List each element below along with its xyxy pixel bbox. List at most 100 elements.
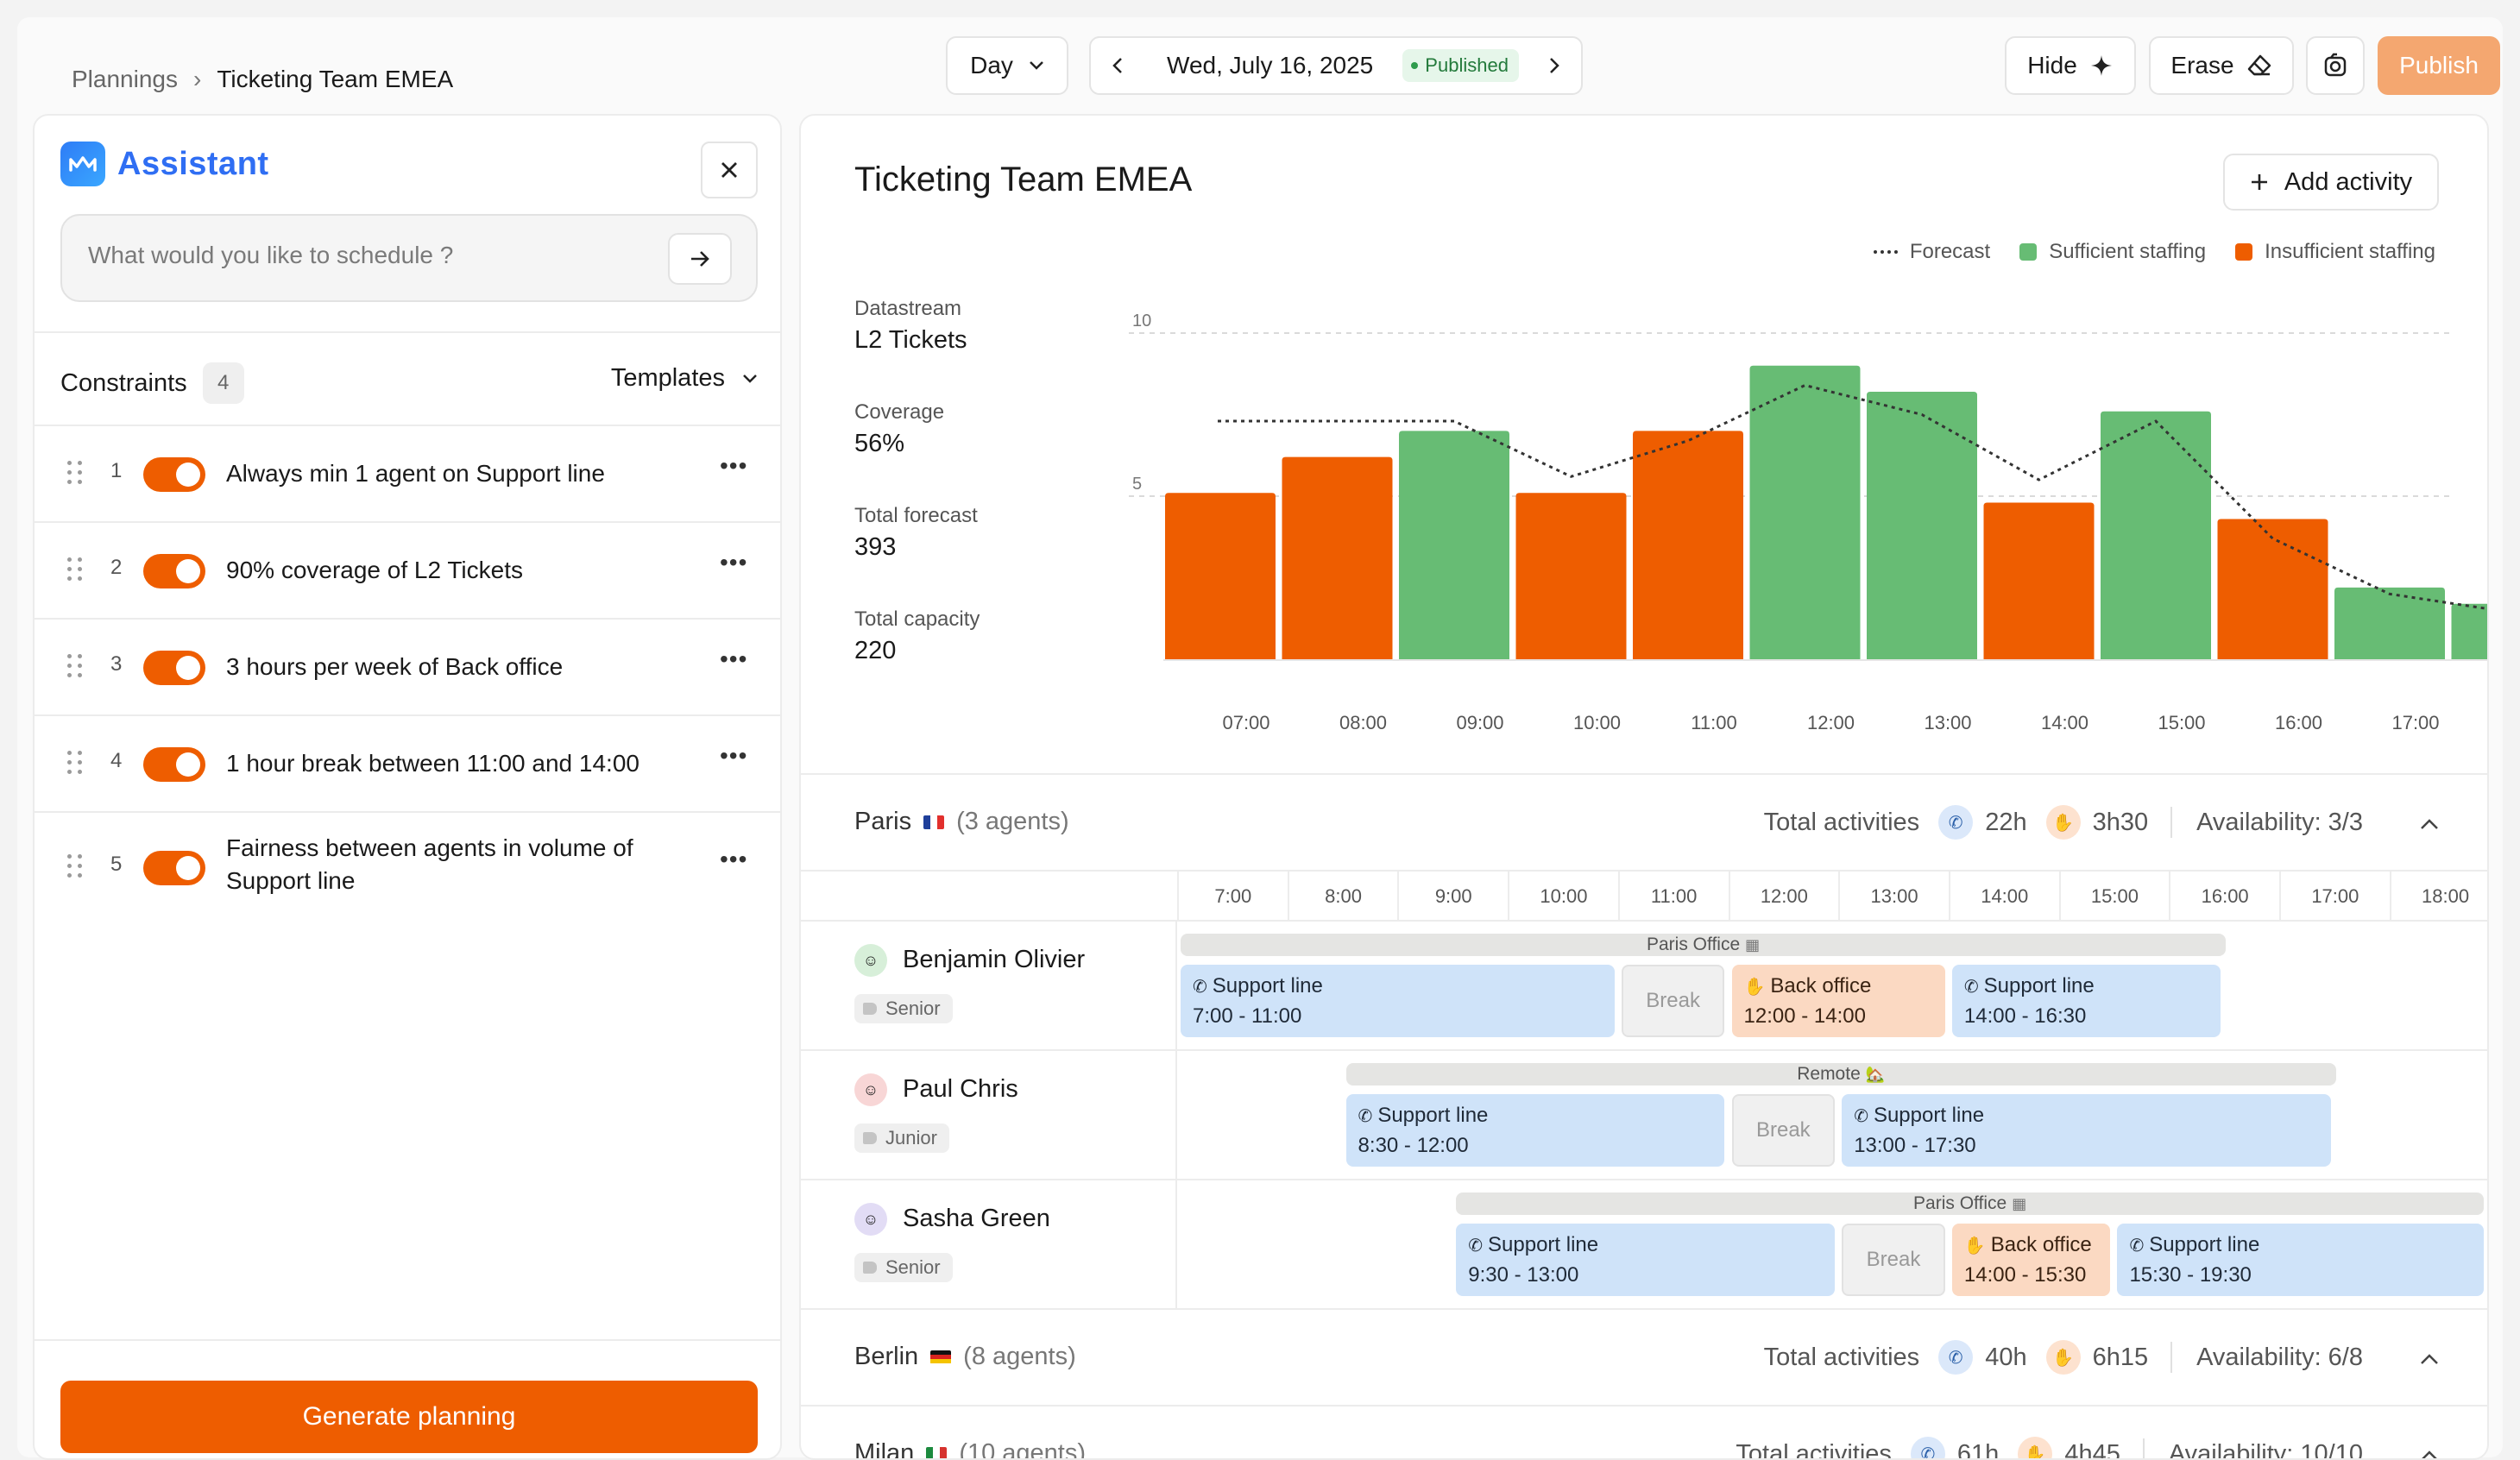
drag-handle-icon[interactable]: [67, 751, 85, 775]
hand-hours: 3h30: [2093, 809, 2149, 837]
break-block[interactable]: Break: [1732, 1094, 1836, 1167]
drag-handle-icon[interactable]: [67, 854, 85, 878]
publish-button[interactable]: Publish: [2378, 36, 2500, 95]
chart-bar[interactable]: [2218, 519, 2328, 659]
add-activity-button[interactable]: Add activity: [2223, 154, 2439, 211]
chart-bar[interactable]: [1399, 431, 1509, 659]
constraint-toggle[interactable]: [143, 457, 205, 492]
hide-button[interactable]: Hide: [2005, 36, 2136, 95]
constraint-toggle[interactable]: [143, 554, 205, 588]
phone-icon: ✆: [1193, 978, 1207, 997]
constraint-toggle[interactable]: [143, 651, 205, 685]
stat-label: Coverage: [854, 400, 1062, 425]
group-header[interactable]: Milan(10 agents)Total activities✆61h✋4h4…: [801, 1405, 2489, 1460]
erase-button-label: Erase: [2170, 52, 2233, 79]
avatar[interactable]: ☺: [854, 1203, 887, 1236]
group-agent-count: (3 agents): [956, 808, 1069, 836]
tag-icon: [863, 1132, 877, 1144]
status-badge-label: Published: [1425, 54, 1509, 77]
chart-bar[interactable]: [1516, 493, 1627, 659]
sync-button[interactable]: [2306, 36, 2365, 95]
breadcrumb-root[interactable]: Plannings: [72, 66, 178, 93]
green-square-icon: [2019, 243, 2037, 261]
agent-name[interactable]: Sasha Green: [903, 1205, 1050, 1233]
erase-button[interactable]: Erase: [2149, 36, 2294, 95]
chart-bar[interactable]: [2101, 412, 2211, 659]
more-options-icon[interactable]: •••: [720, 549, 747, 576]
stat-value: 220: [854, 637, 1062, 665]
x-tick-label: 12:00: [1807, 712, 1855, 733]
constraint-toggle[interactable]: [143, 851, 205, 885]
more-options-icon[interactable]: •••: [720, 846, 747, 873]
break-block[interactable]: Break: [1622, 965, 1725, 1037]
block-time: 13:00 - 17:30: [1854, 1131, 2319, 1161]
avatar[interactable]: ☺: [854, 944, 887, 977]
hand-icon: ✋: [1744, 978, 1766, 997]
agent-name[interactable]: Benjamin Olivier: [903, 946, 1085, 974]
legend-sufficient: Sufficient staffing: [2019, 240, 2206, 264]
next-day-icon[interactable]: [1548, 57, 1560, 74]
office-building-icon: ▦: [2012, 1195, 2026, 1213]
drag-handle-icon[interactable]: [67, 557, 85, 582]
break-block[interactable]: Break: [1842, 1224, 1945, 1296]
assistant-logo-icon: [60, 142, 105, 186]
chart-bar[interactable]: [1984, 503, 2095, 659]
more-options-icon[interactable]: •••: [720, 452, 747, 480]
stat-value: L2 Tickets: [854, 326, 1062, 355]
x-tick-label: 11:00: [1691, 712, 1736, 733]
stat-total-forecast: Total forecast 393: [854, 504, 1062, 562]
send-button[interactable]: [668, 233, 732, 285]
prev-day-icon[interactable]: [1112, 57, 1124, 74]
hand-icon: ✋: [1964, 1237, 1986, 1255]
stat-label: Total capacity: [854, 607, 1062, 632]
chart-bar[interactable]: [2334, 588, 2445, 659]
chart-bar[interactable]: [1282, 457, 1393, 659]
generate-planning-button[interactable]: Generate planning: [60, 1381, 758, 1453]
drag-handle-icon[interactable]: [67, 461, 85, 485]
flag-germany-icon: [930, 1350, 951, 1364]
prompt-input[interactable]: [88, 242, 640, 269]
agent-name[interactable]: Paul Chris: [903, 1075, 1018, 1104]
x-tick-label: 16:00: [2275, 712, 2322, 733]
chart-bar[interactable]: [1750, 366, 1861, 659]
timeline-hour: 16:00: [2169, 872, 2279, 922]
breadcrumb: Plannings › Ticketing Team EMEA: [72, 66, 453, 93]
drag-handle-icon[interactable]: [67, 654, 85, 678]
templates-dropdown[interactable]: Templates: [611, 364, 758, 393]
constraint-toggle[interactable]: [143, 747, 205, 782]
chevron-up-icon[interactable]: [2420, 809, 2439, 836]
constraint-text: 90% coverage of L2 Tickets: [226, 554, 675, 587]
chart-bar[interactable]: [1165, 493, 1276, 659]
group-agent-count: (8 agents): [963, 1343, 1076, 1371]
phone-icon: ✆: [1854, 1107, 1868, 1126]
view-select[interactable]: Day: [946, 36, 1068, 95]
close-icon: [720, 160, 739, 179]
more-options-icon[interactable]: •••: [720, 645, 747, 673]
divider: [2170, 807, 2172, 838]
more-options-icon[interactable]: •••: [720, 742, 747, 770]
avatar[interactable]: ☺: [854, 1073, 887, 1106]
chart-bar[interactable]: [2452, 604, 2490, 659]
group-header[interactable]: Paris(3 agents)Total activities✆22h✋3h30…: [801, 773, 2489, 870]
status-dot-icon: [1411, 62, 1418, 69]
y-tick-label: 5: [1132, 475, 1142, 494]
group-agent-count: (10 agents): [959, 1439, 1086, 1460]
chart-bar[interactable]: [1867, 392, 1977, 659]
x-tick-label: 10:00: [1573, 712, 1621, 733]
constraints-count-badge: 4: [203, 362, 244, 404]
close-button[interactable]: [701, 142, 758, 198]
legend-sufficient-label: Sufficient staffing: [2049, 240, 2206, 264]
chevron-up-icon[interactable]: [2420, 1344, 2439, 1371]
group-header[interactable]: Berlin(8 agents)Total activities✆40h✋6h1…: [801, 1308, 2489, 1405]
chart-bar[interactable]: [1633, 431, 1743, 659]
